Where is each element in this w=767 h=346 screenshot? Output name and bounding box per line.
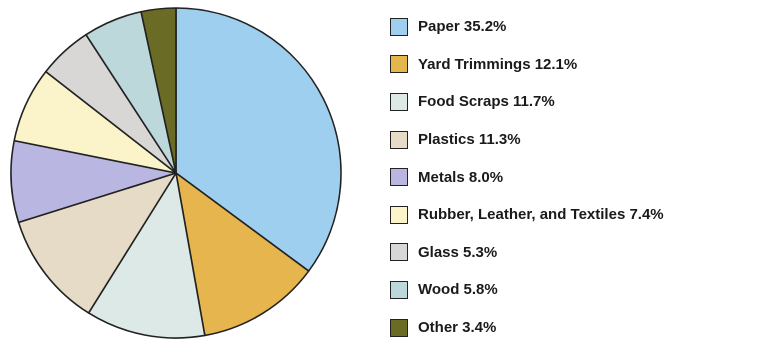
legend-label-metals: Metals 8.0% — [418, 168, 504, 186]
legend-item-other: Other 3.4% — [390, 309, 664, 346]
legend-swatch-rubber-leather-and-textiles — [390, 205, 408, 224]
legend-swatch-wood — [390, 280, 408, 299]
legend: Paper 35.2% Yard Trimmings 12.1% Food Scra… — [390, 8, 664, 346]
legend-item-metals: Metals 8.0% — [390, 158, 664, 196]
pie-slice-plastics — [17, 172, 177, 314]
legend-label-other: Other 3.4% — [418, 319, 497, 337]
legend-label-food-scraps: Food Scraps 11.7% — [418, 93, 555, 111]
legend-item-paper: Paper 35.2% — [390, 8, 664, 46]
legend-swatch-plastics — [390, 130, 408, 149]
legend-label-yard-trimmings: Yard Trimmings 12.1% — [418, 55, 578, 73]
legend-label-paper: Paper 35.2% — [418, 18, 507, 36]
pie-slice-food-scraps — [87, 172, 206, 339]
pie-slice-paper — [175, 7, 342, 272]
legend-item-yard-trimmings: Yard Trimmings 12.1% — [390, 46, 664, 84]
legend-label-glass: Glass 5.3% — [418, 243, 498, 261]
legend-label-rubber-leather-and-textiles: Rubber, Leather, and Textiles 7.4% — [418, 206, 664, 224]
pie-chart — [10, 7, 342, 339]
legend-label-wood: Wood 5.8% — [418, 281, 498, 299]
legend-item-glass: Glass 5.3% — [390, 234, 664, 272]
legend-swatch-yard-trimmings — [390, 55, 408, 74]
legend-item-food-scraps: Food Scraps 11.7% — [390, 83, 664, 121]
legend-swatch-paper — [390, 17, 408, 36]
legend-item-rubber-leather-and-textiles: Rubber, Leather, and Textiles 7.4% — [390, 196, 664, 234]
pie-slice-yard-trimmings — [175, 172, 310, 337]
legend-item-plastics: Plastics 11.3% — [390, 121, 664, 159]
legend-swatch-other — [390, 318, 408, 337]
legend-swatch-metals — [390, 168, 408, 187]
legend-item-wood: Wood 5.8% — [390, 271, 664, 309]
pie-slice-other — [140, 7, 177, 174]
legend-swatch-glass — [390, 243, 408, 262]
legend-label-plastics: Plastics 11.3% — [418, 131, 521, 149]
legend-swatch-food-scraps — [390, 92, 408, 111]
